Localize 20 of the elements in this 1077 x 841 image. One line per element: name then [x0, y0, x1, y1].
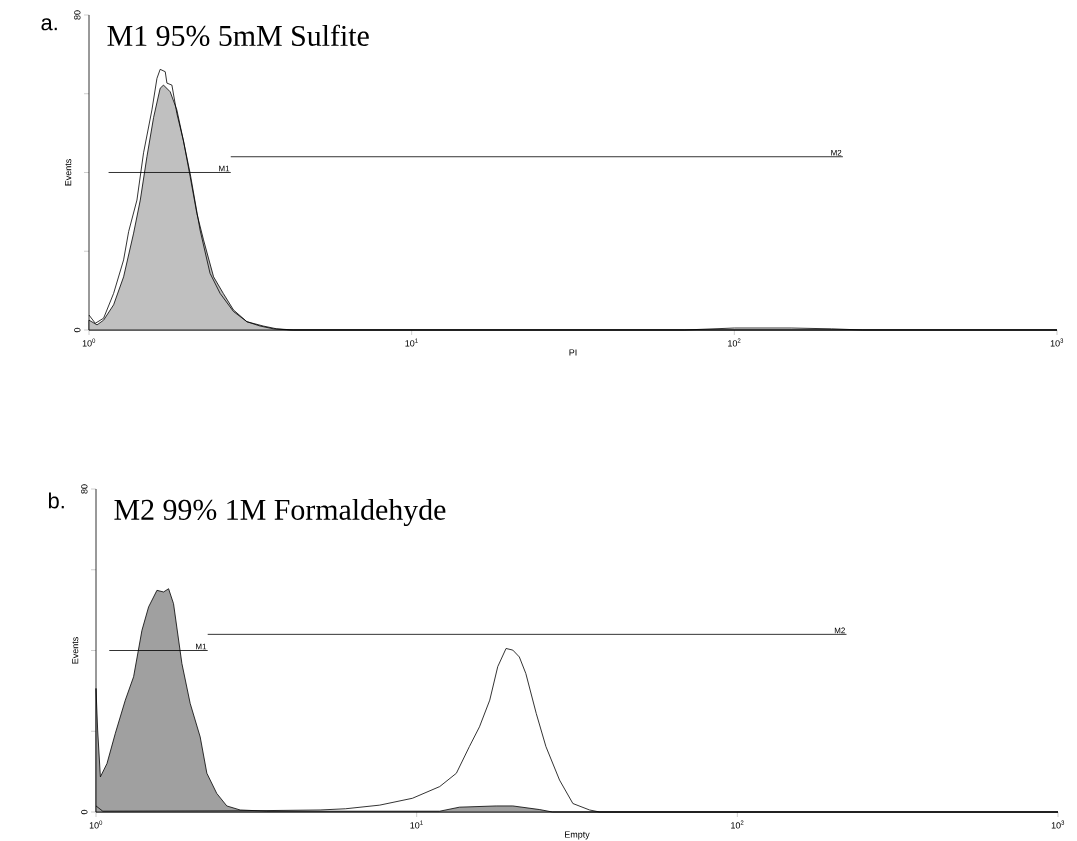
x-tick-label: 10$^{1}$: [410, 820, 423, 829]
x-axis-title: Empty: [565, 831, 590, 840]
chart-title: M1 95% 5mM Sulfite: [107, 24, 369, 47]
x-tick-label: 10$^{3}$: [1050, 338, 1064, 347]
x-tick-label: 10$^{2}$: [731, 820, 744, 829]
y-tick-label: 80: [81, 484, 88, 494]
text: b.: [48, 492, 64, 509]
chart-title: M2 99% 1M Formaldehyde: [114, 498, 446, 527]
y-tick-label: 0: [81, 809, 88, 815]
x-tick-label: 10$^{0}$: [82, 338, 96, 347]
x-tick-label: 10$^{2}$: [728, 338, 741, 347]
text: a.: [41, 18, 57, 31]
x-tick-label: 10$^{1}$: [405, 338, 418, 347]
y-tick-label: 80: [74, 10, 81, 20]
x-tick-label: 10$^{3}$: [1051, 820, 1065, 829]
x-axis-title: PI: [569, 349, 577, 356]
x-tick-label: 10$^{0}$: [89, 820, 103, 829]
y-axis-title: Events: [65, 159, 72, 186]
y-axis-title: Events: [72, 637, 79, 664]
y-tick-label: 0: [74, 327, 81, 333]
